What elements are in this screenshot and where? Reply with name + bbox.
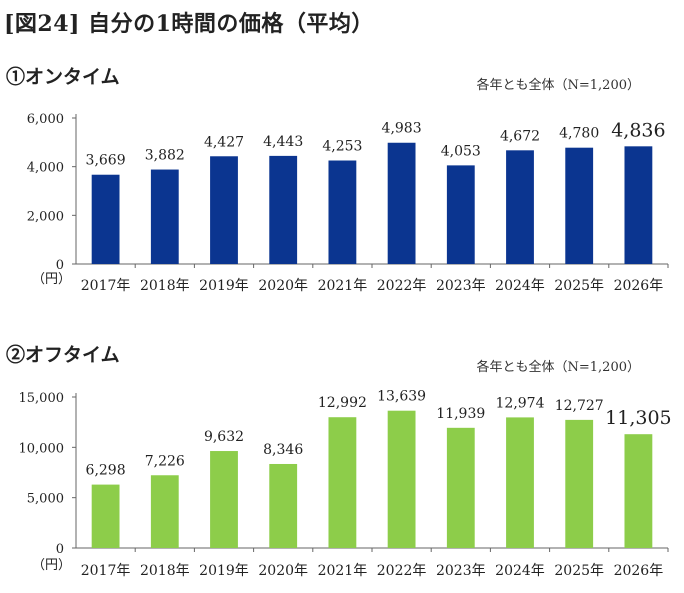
value-label-offtime: 9,632: [204, 429, 244, 445]
value-label-offtime: 8,346: [263, 442, 303, 458]
y-unit-ontime: （円）: [32, 272, 72, 287]
value-label-ontime: 4,672: [500, 128, 540, 144]
value-label-ontime: 4,253: [322, 139, 362, 155]
value-label-ontime: 4,780: [559, 126, 599, 142]
category-label-offtime: 2017年: [81, 563, 131, 579]
category-label-offtime: 2020年: [258, 563, 308, 579]
category-label-ontime: 2023年: [436, 278, 486, 294]
category-label-offtime: 2025年: [554, 563, 604, 579]
bar-offtime: [269, 463, 298, 548]
category-label-ontime: 2022年: [377, 278, 427, 294]
bar-ontime: [328, 160, 357, 264]
y-tick-label-ontime: 0: [56, 258, 64, 273]
category-label-ontime: 2017年: [81, 278, 131, 294]
y-tick-label-ontime: 2,000: [27, 209, 64, 224]
bar-ontime: [210, 156, 238, 264]
y-tick-label-ontime: 6,000: [27, 112, 64, 127]
value-label-offtime: 12,992: [318, 395, 367, 411]
category-label-ontime: 2019年: [199, 278, 249, 294]
category-label-ontime: 2021年: [318, 278, 368, 294]
figure-title: [図24] 自分の1時間の価格（平均）: [4, 11, 374, 37]
bar-offtime: [210, 451, 238, 548]
bar-ontime: [387, 142, 416, 264]
bar-offtime: [624, 434, 653, 548]
category-label-ontime: 2026年: [614, 278, 664, 294]
bar-offtime: [506, 417, 534, 548]
value-label-ontime: 3,669: [86, 153, 126, 169]
category-label-offtime: 2022年: [377, 563, 427, 579]
category-label-offtime: 2021年: [318, 563, 368, 579]
bar-ontime: [91, 174, 120, 264]
bar-offtime: [387, 410, 416, 548]
bar-ontime: [269, 155, 298, 264]
sample-note-offtime: 各年とも全体（N=1,200）: [476, 360, 640, 375]
value-label-ontime: 4,443: [263, 134, 303, 150]
bar-offtime: [91, 484, 120, 548]
y-tick-label-offtime: 10,000: [19, 441, 65, 456]
value-label-offtime: 13,639: [377, 389, 426, 405]
value-label-ontime: 4,427: [204, 134, 244, 150]
category-label-offtime: 2024年: [495, 563, 545, 579]
value-label-offtime: 11,305: [605, 407, 671, 429]
value-label-offtime: 12,727: [555, 398, 604, 414]
value-label-offtime: 11,939: [436, 406, 485, 422]
chart-title-offtime: ②オフタイム: [6, 344, 120, 366]
bar-offtime: [446, 427, 475, 548]
value-label-ontime: 4,983: [382, 121, 422, 137]
category-label-ontime: 2018年: [140, 278, 190, 294]
y-tick-label-offtime: 5,000: [27, 492, 64, 507]
bar-ontime: [150, 169, 179, 264]
category-label-offtime: 2026年: [614, 563, 664, 579]
bar-offtime: [565, 419, 594, 548]
category-label-offtime: 2023年: [436, 563, 486, 579]
category-label-ontime: 2020年: [258, 278, 308, 294]
category-label-offtime: 2018年: [140, 563, 190, 579]
bar-offtime: [328, 417, 357, 548]
value-label-ontime: 3,882: [145, 148, 185, 164]
value-label-offtime: 6,298: [86, 463, 126, 479]
value-label-ontime: 4,836: [611, 119, 665, 141]
category-label-offtime: 2019年: [199, 563, 249, 579]
sample-note-ontime: 各年とも全体（N=1,200）: [476, 78, 640, 93]
bar-ontime: [506, 150, 534, 264]
value-label-offtime: 7,226: [145, 453, 185, 469]
y-tick-label-offtime: 0: [56, 542, 64, 557]
bar-ontime: [446, 165, 475, 264]
value-label-offtime: 12,974: [496, 395, 545, 411]
value-label-ontime: 4,053: [441, 143, 481, 159]
category-label-ontime: 2025年: [554, 278, 604, 294]
y-unit-offtime: （円）: [32, 558, 72, 573]
y-tick-label-ontime: 4,000: [27, 161, 64, 176]
bar-ontime: [624, 146, 653, 264]
chart-title-ontime: ①オンタイム: [6, 66, 120, 88]
bar-offtime: [150, 475, 179, 548]
bar-ontime: [565, 147, 594, 264]
category-label-ontime: 2024年: [495, 278, 545, 294]
y-tick-label-offtime: 15,000: [19, 391, 65, 406]
